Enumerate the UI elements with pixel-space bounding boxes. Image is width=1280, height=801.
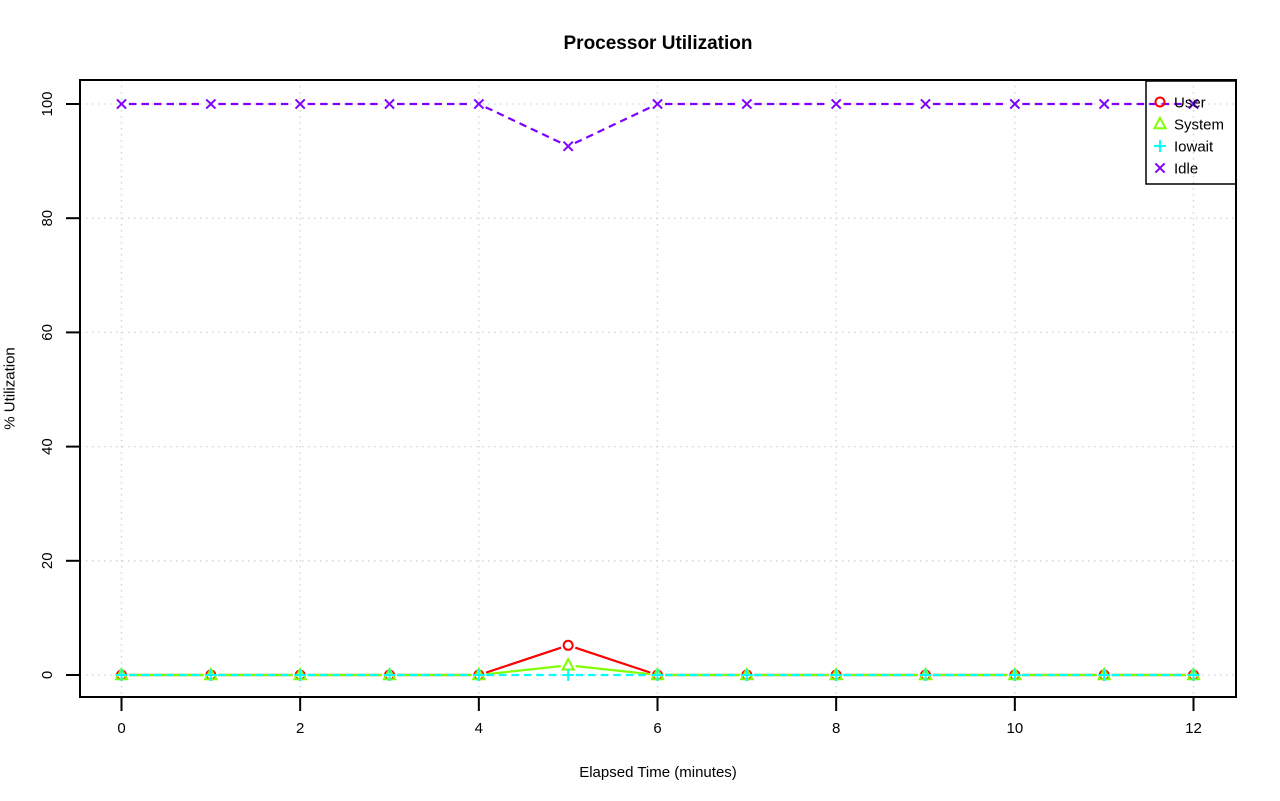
- circle-marker-icon: [1154, 96, 1166, 108]
- legend-label-user: User: [1174, 95, 1206, 112]
- plus-marker-icon: [1154, 140, 1166, 152]
- series-user-segment: [485, 646, 562, 674]
- legend-item-iowait: Iowait: [1154, 139, 1214, 156]
- x-marker-icon: [1154, 162, 1166, 174]
- x-marker-icon: [205, 98, 217, 110]
- y-axis-tick-label: 100: [39, 91, 56, 116]
- legend: User System Iowait Idle: [1145, 80, 1237, 185]
- plus-marker-icon: [1187, 669, 1200, 681]
- plot-border: [79, 79, 1237, 698]
- legend-item-user: User: [1154, 95, 1206, 112]
- plus-marker-icon: [919, 669, 932, 681]
- x-axis-tick-label: 10: [1006, 720, 1023, 737]
- series-idle-segment: [485, 106, 562, 145]
- plus-marker-icon: [1008, 669, 1021, 681]
- plus-marker-icon: [830, 669, 843, 681]
- x-marker-icon: [473, 98, 485, 110]
- x-marker-icon: [920, 98, 931, 110]
- x-axis-tick-label: 6: [653, 720, 661, 737]
- plus-marker-icon: [562, 669, 575, 681]
- series-iowait: [115, 669, 1200, 681]
- legend-label-system: System: [1174, 117, 1224, 134]
- y-axis-tick-label: 80: [39, 210, 56, 227]
- chart-title: Processor Utilization: [563, 33, 753, 54]
- plus-marker-icon: [1098, 669, 1111, 681]
- x-axis-tick-label: 2: [296, 720, 304, 737]
- plus-marker-icon: [115, 669, 128, 681]
- x-marker-icon: [562, 140, 574, 152]
- x-marker-icon: [741, 98, 753, 110]
- circle-marker-icon: [562, 639, 574, 651]
- x-marker-icon: [384, 98, 395, 110]
- series-system-segment: [575, 665, 651, 676]
- x-marker-icon: [830, 98, 842, 110]
- y-axis-tick-label: 20: [39, 552, 56, 569]
- plus-marker-icon: [204, 669, 217, 681]
- x-marker-icon: [116, 98, 127, 110]
- y-axis-tick-label: 40: [39, 438, 56, 455]
- triangle-marker-icon: [1152, 115, 1168, 130]
- series-idle-segment: [574, 106, 652, 145]
- y-axis-tick-label: 60: [39, 324, 56, 341]
- legend-item-idle: Idle: [1154, 161, 1198, 178]
- x-marker-icon: [294, 98, 306, 110]
- plus-marker-icon: [383, 669, 396, 681]
- y-axis-tick-label: 0: [39, 671, 56, 679]
- x-axis-tick-label: 0: [117, 720, 125, 737]
- plus-marker-icon: [294, 669, 307, 681]
- x-axis-label: Elapsed Time (minutes): [579, 764, 737, 781]
- plus-marker-icon: [472, 669, 485, 681]
- series-user-segment: [574, 646, 651, 674]
- x-marker-icon: [1188, 98, 1199, 110]
- plus-marker-icon: [651, 669, 664, 681]
- legend-label-iowait: Iowait: [1174, 139, 1214, 156]
- legend-label-idle: Idle: [1174, 161, 1198, 178]
- triangle-marker-icon: [560, 656, 576, 671]
- x-axis-tick-label: 4: [475, 720, 483, 737]
- x-axis-tick-label: 12: [1185, 720, 1202, 737]
- grid: [80, 80, 1236, 697]
- x-marker-icon: [1009, 98, 1021, 110]
- axes: 0 2 4 6 8 10 12 0 20 40 60 80 100: [39, 79, 1237, 737]
- series-system-segment: [486, 665, 561, 676]
- plus-marker-icon: [740, 669, 753, 681]
- x-marker-icon: [1098, 98, 1110, 110]
- x-axis-tick-label: 8: [832, 720, 840, 737]
- legend-item-system: System: [1152, 115, 1224, 134]
- x-marker-icon: [652, 98, 663, 110]
- legend-box: [1145, 80, 1237, 185]
- series-idle: [116, 98, 1199, 152]
